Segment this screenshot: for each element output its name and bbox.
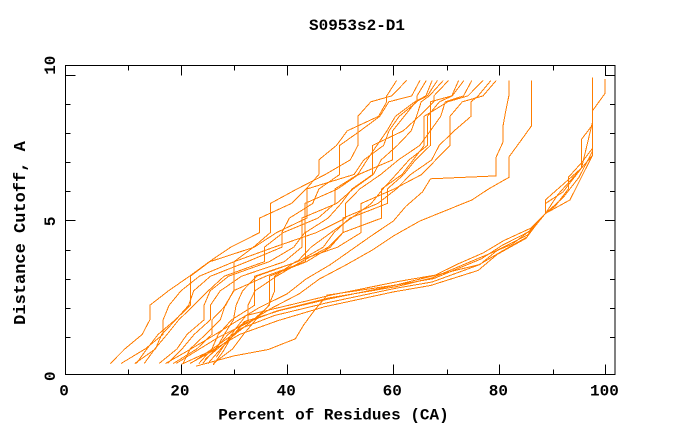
svg-text:0: 0 <box>59 383 69 401</box>
svg-text:80: 80 <box>489 383 508 401</box>
svg-text:40: 40 <box>277 383 296 401</box>
svg-text:Distance Cutoff, A: Distance Cutoff, A <box>12 140 31 324</box>
svg-text:Percent of Residues (CA): Percent of Residues (CA) <box>218 407 448 425</box>
svg-text:S0953s2-D1: S0953s2-D1 <box>309 17 405 35</box>
svg-text:20: 20 <box>170 383 189 401</box>
svg-text:60: 60 <box>383 383 402 401</box>
svg-text:100: 100 <box>590 383 619 401</box>
svg-text:10: 10 <box>42 56 60 75</box>
svg-text:5: 5 <box>42 216 60 226</box>
svg-text:0: 0 <box>42 371 60 381</box>
